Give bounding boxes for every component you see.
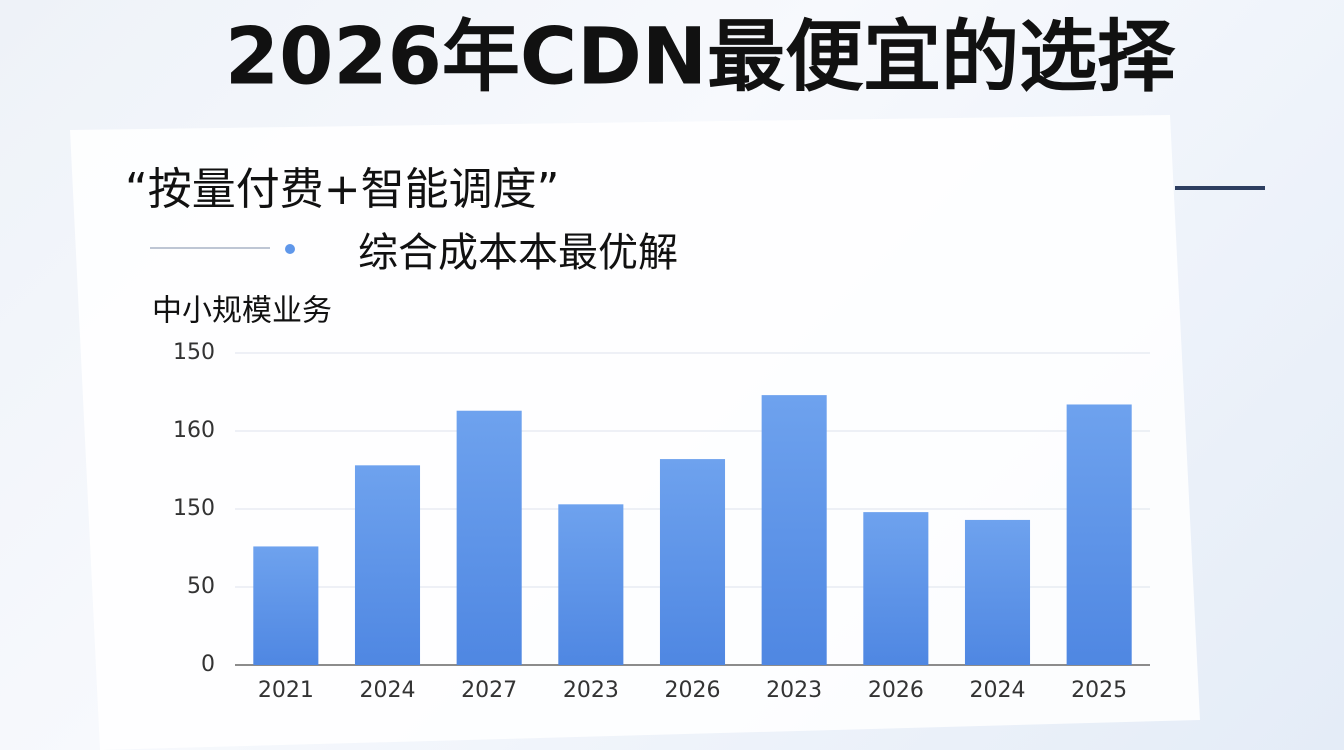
bar [761, 395, 827, 665]
bar [354, 465, 421, 665]
x-tick-label: 2025 [1071, 678, 1127, 703]
x-tick-label: 2024 [970, 678, 1026, 703]
bar [863, 512, 929, 665]
bar [1066, 404, 1132, 665]
bar [456, 410, 522, 665]
y-tick-label: 160 [173, 418, 215, 443]
y-axis-label: 中小规模业务 [152, 294, 332, 329]
y-tick-label: 150 [173, 340, 215, 365]
title: 2026年CDN最便宜的选择 [225, 12, 1176, 102]
y-tick-label: 50 [187, 574, 215, 599]
x-tick-label: 2021 [258, 678, 314, 703]
x-tick-label: 2027 [461, 678, 517, 703]
y-tick-label: 150 [173, 496, 215, 521]
subtitle: “按量付费+智能调度” [125, 164, 559, 215]
decor-dot [285, 244, 295, 254]
tagline: 综合成本本最优解 [358, 230, 678, 276]
x-tick-label: 2023 [563, 678, 619, 703]
x-tick-label: 2024 [360, 678, 416, 703]
x-tick-label: 2026 [868, 678, 924, 703]
bar [659, 459, 726, 665]
y-tick-label: 0 [201, 652, 215, 677]
bar [964, 519, 1031, 665]
x-tick-label: 2023 [766, 678, 822, 703]
bar [253, 546, 319, 665]
bar [558, 504, 624, 665]
x-tick-label: 2026 [665, 678, 721, 703]
